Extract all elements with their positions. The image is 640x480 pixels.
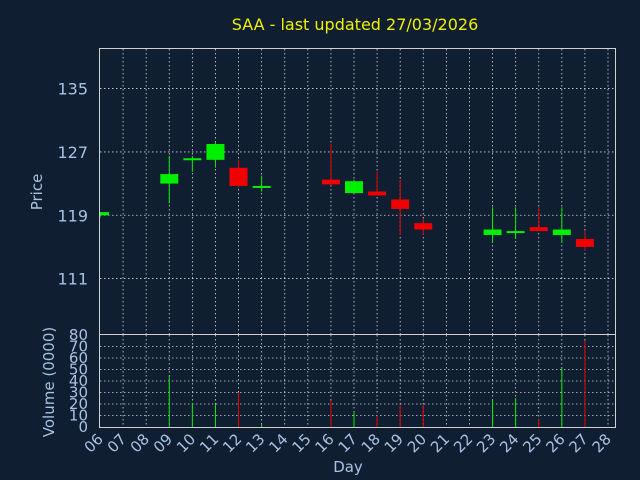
candle: [414, 219, 433, 236]
volume-tick-label: 20: [69, 395, 88, 413]
price-tick-label: 127: [57, 143, 88, 162]
candle-body: [483, 229, 502, 236]
candle: [506, 207, 525, 239]
day-axis-label: Day: [333, 458, 363, 476]
price-axis-ticks: 111 119 127 135: [57, 80, 88, 289]
candle: [160, 155, 179, 204]
chart-title: SAA - last updated 27/03/2026: [232, 15, 479, 34]
candle-body: [100, 212, 109, 216]
volume-tick-label: 70: [69, 338, 88, 356]
price-tick-label: 111: [57, 270, 88, 289]
volume-tick-label: 10: [69, 407, 88, 425]
candle-body: [414, 223, 433, 230]
candle-body: [391, 199, 410, 209]
volume-tick-label: 60: [69, 349, 88, 367]
candle-body: [529, 227, 548, 232]
candle: [252, 175, 271, 192]
candle-body: [321, 179, 340, 185]
candle: [575, 231, 594, 251]
candle-body: [345, 181, 363, 194]
candle-body: [552, 229, 571, 236]
volume-bars: [99, 340, 586, 427]
volume-axis-label: Volume (0000): [40, 327, 58, 437]
candle: [183, 155, 202, 172]
candle: [368, 171, 387, 196]
candle-body: [575, 239, 594, 247]
volume-tick-label: 40: [69, 372, 88, 390]
price-tick-label: 119: [57, 206, 88, 225]
candle-body: [160, 174, 179, 184]
candle: [483, 207, 502, 243]
candle-body: [229, 167, 248, 186]
candle: [206, 141, 225, 168]
price-grid: [100, 49, 615, 334]
volume-tick-label: 50: [69, 361, 88, 379]
volume-tick-label: 0: [78, 418, 88, 436]
volume-tick-label: 80: [69, 326, 88, 344]
volume-plot-area: [99, 334, 616, 428]
candle-body: [506, 231, 525, 234]
candle: [229, 159, 248, 188]
candle-body: [206, 144, 225, 160]
candle-body: [183, 158, 202, 161]
volume-tick-label: 30: [69, 384, 88, 402]
candle: [345, 179, 363, 194]
candle-body: [252, 185, 271, 188]
price-tick-label: 135: [57, 80, 88, 99]
candle: [552, 207, 571, 243]
candle-body: [368, 191, 387, 196]
candle: [529, 207, 548, 232]
candles: [99, 141, 594, 251]
candle: [391, 179, 410, 236]
day-axis-ticks: 0607080910111213141516171819202122232425…: [81, 430, 615, 456]
candle: [321, 144, 340, 186]
price-axis-label: Price: [28, 174, 46, 211]
